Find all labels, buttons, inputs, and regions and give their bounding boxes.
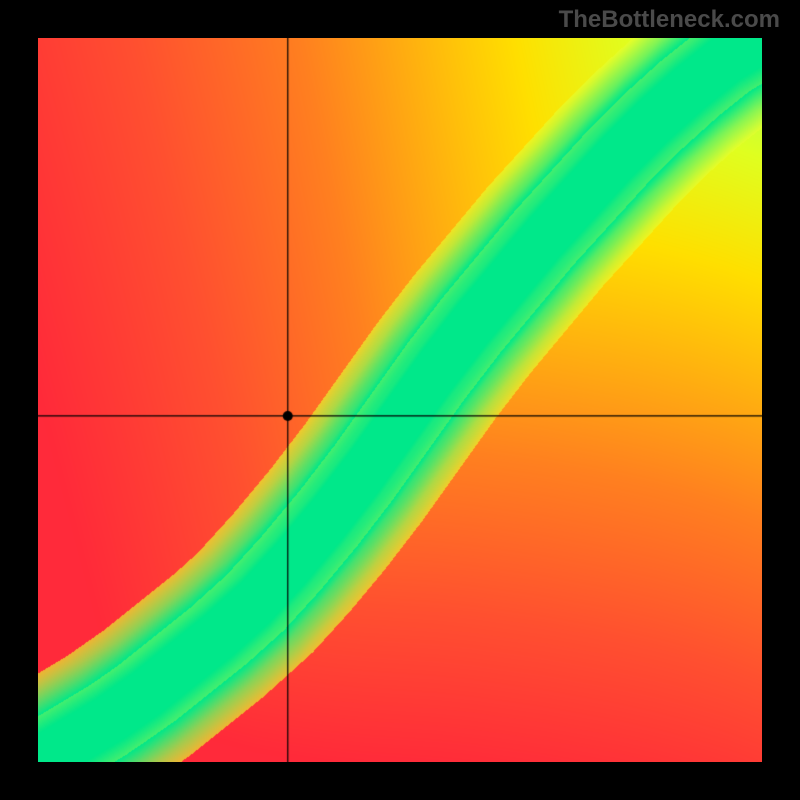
bottleneck-heatmap bbox=[38, 38, 762, 762]
chart-frame: TheBottleneck.com bbox=[0, 0, 800, 800]
watermark-text: TheBottleneck.com bbox=[559, 6, 780, 34]
